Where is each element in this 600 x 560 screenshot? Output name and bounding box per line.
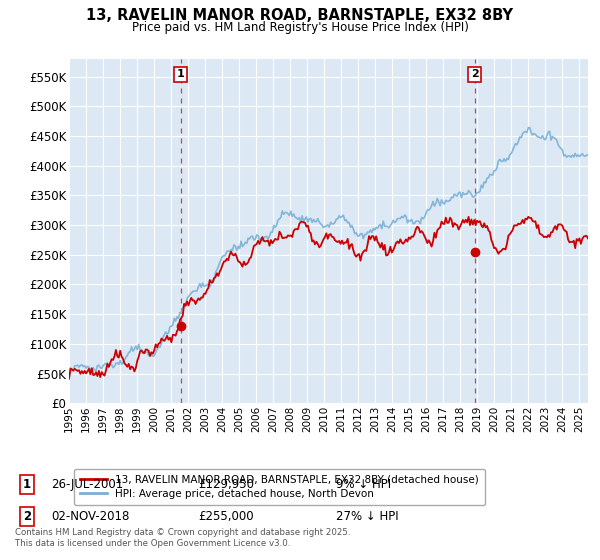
Text: 13, RAVELIN MANOR ROAD, BARNSTAPLE, EX32 8BY: 13, RAVELIN MANOR ROAD, BARNSTAPLE, EX32… — [86, 8, 514, 24]
Text: 02-NOV-2018: 02-NOV-2018 — [51, 510, 130, 524]
Text: 26-JUL-2001: 26-JUL-2001 — [51, 478, 123, 491]
Text: 2: 2 — [471, 69, 479, 80]
Text: 1: 1 — [177, 69, 185, 80]
Text: £255,000: £255,000 — [198, 510, 254, 524]
Text: 1: 1 — [23, 478, 31, 491]
Text: £129,950: £129,950 — [198, 478, 254, 491]
Legend: 13, RAVELIN MANOR ROAD, BARNSTAPLE, EX32 8BY (detached house), HPI: Average pric: 13, RAVELIN MANOR ROAD, BARNSTAPLE, EX32… — [74, 469, 485, 505]
Text: 27% ↓ HPI: 27% ↓ HPI — [336, 510, 398, 524]
Text: Contains HM Land Registry data © Crown copyright and database right 2025.
This d: Contains HM Land Registry data © Crown c… — [15, 528, 350, 548]
Text: Price paid vs. HM Land Registry's House Price Index (HPI): Price paid vs. HM Land Registry's House … — [131, 21, 469, 34]
Text: 2: 2 — [23, 510, 31, 524]
Text: 9% ↓ HPI: 9% ↓ HPI — [336, 478, 391, 491]
